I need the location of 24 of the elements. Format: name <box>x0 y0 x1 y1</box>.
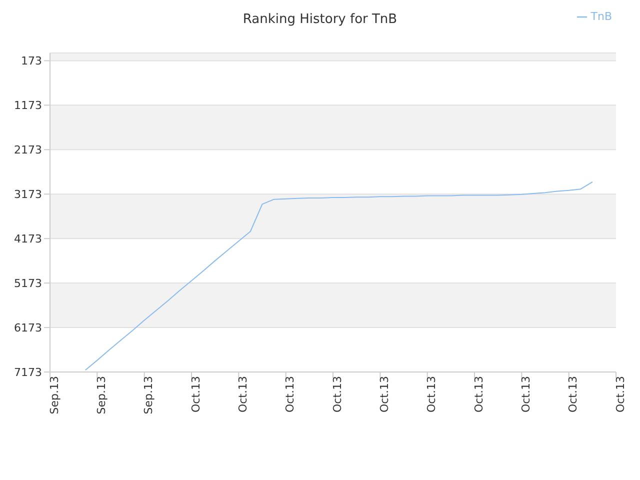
x-tick-label: Oct.13 <box>519 376 532 413</box>
legend-label: TnB <box>590 10 612 23</box>
x-tick-label: Sep.13 <box>48 376 61 414</box>
y-tick-label: 6173 <box>14 321 42 334</box>
x-tick-label: Oct.13 <box>284 376 297 413</box>
x-tick-label: Oct.13 <box>566 376 580 413</box>
x-tick-label: Sep.13 <box>142 376 156 414</box>
x-tick-label: Oct.13 <box>472 376 486 413</box>
y-tick-label: 173 <box>21 54 42 68</box>
x-tick-label: Sep.13 <box>94 376 108 414</box>
x-tick-label: Oct.13 <box>236 376 250 413</box>
x-tick-label: Oct.13 <box>425 376 438 413</box>
y-tick-label: 4173 <box>14 232 42 246</box>
y-tick-label: 2173 <box>14 144 42 157</box>
y-tick-label: 7173 <box>14 366 42 379</box>
y-tick-label: 3173 <box>14 188 42 202</box>
x-tick-label: Oct.13 <box>189 376 202 413</box>
x-tick-label: Oct.13 <box>378 376 391 413</box>
y-tick-label: 1173 <box>14 99 42 112</box>
x-tick-label: Oct.13 <box>330 376 344 413</box>
line-series <box>84 181 593 371</box>
chart-title: Ranking History for TnB <box>242 12 398 27</box>
x-tick-label: Oct.13 <box>614 376 627 413</box>
y-tick-label: 5173 <box>14 276 42 290</box>
